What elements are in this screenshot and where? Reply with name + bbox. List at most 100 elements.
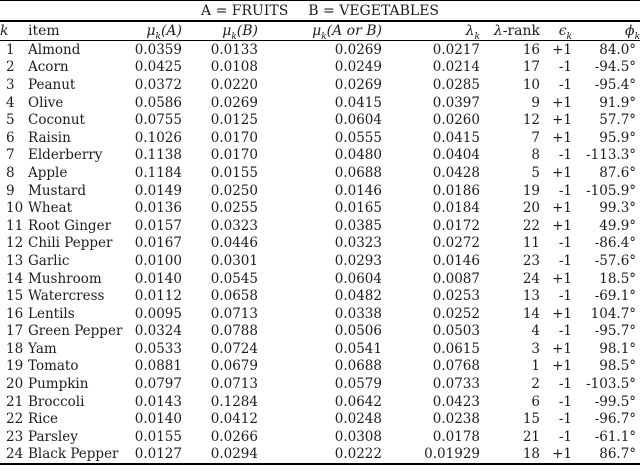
cell-mu-a-or-b: 0.0293 [334, 252, 382, 269]
table-title-row: A = FRUITS B = VEGETABLES [0, 0, 640, 22]
table-row: 22 Rice 0.0140 0.0412 0.0248 0.0238 15 -1 -96.7° [0, 410, 640, 428]
column-header-epsilon: ϵk [540, 21, 572, 41]
table-row: 10 Wheat 0.0136 0.0255 0.0165 0.0184 20 +1 99.3° [0, 199, 640, 217]
cell-phi: 91.9° [599, 94, 637, 111]
cell-lambda: 0.0423 [432, 393, 480, 410]
cell-lambda: 0.0404 [432, 147, 480, 164]
cell-mu-b: 0.0545 [210, 270, 258, 287]
cell-k: 24 [6, 446, 24, 463]
table-title: A = FRUITS B = VEGETABLES [0, 0, 640, 22]
cell-item: Wheat [28, 200, 73, 217]
cell-k: 6 [6, 129, 15, 146]
cell-epsilon: +1 [552, 305, 572, 322]
cell-mu-a-or-b: 0.0165 [334, 200, 382, 217]
cell-mu-b: 0.0108 [210, 59, 258, 76]
cell-lambda: 0.0260 [432, 112, 480, 129]
table-row: 13 Garlic 0.0100 0.0301 0.0293 0.0146 23 -1 -57.… [0, 252, 640, 270]
cell-phi: 99.3° [599, 200, 637, 217]
cell-lambda-rank: 16 [522, 41, 540, 58]
cell-epsilon: -1 [558, 376, 572, 393]
cell-lambda-rank: 2 [531, 376, 540, 393]
cell-item: Raisin [28, 129, 71, 146]
cell-phi: 87.6° [599, 164, 637, 181]
cell-mu-b: 0.0266 [210, 428, 258, 445]
cell-k: 21 [6, 393, 24, 410]
table-body: 1 Almond 0.0359 0.0133 0.0269 0.0217 16 +1 84.0°… [0, 41, 640, 465]
cell-item: Acorn [28, 59, 69, 76]
cell-mu-a-or-b: 0.0604 [334, 112, 382, 129]
table-row: 21 Broccoli 0.0143 0.1284 0.0642 0.0423 6 -1 -99… [0, 393, 640, 411]
cell-mu-a: 0.0112 [134, 288, 182, 305]
cell-k: 16 [6, 305, 24, 322]
cell-mu-a-or-b: 0.0541 [334, 340, 382, 357]
table-row: 17 Green Pepper 0.0324 0.0788 0.0506 0.0503 4 -… [0, 323, 640, 341]
cell-k: 7 [6, 147, 15, 164]
cell-k: 22 [6, 411, 24, 428]
cell-epsilon: +1 [552, 358, 572, 375]
cell-item: Watercress [28, 288, 105, 305]
cell-item: Lentils [28, 305, 75, 322]
cell-mu-a: 0.0755 [134, 112, 182, 129]
cell-lambda: 0.0214 [432, 59, 480, 76]
cell-item: Tomato [28, 358, 79, 375]
cell-mu-a-or-b: 0.0338 [334, 305, 382, 322]
cell-lambda-rank: 21 [522, 428, 540, 445]
cell-item: Chili Pepper [28, 235, 113, 252]
cell-mu-b: 0.0255 [210, 200, 258, 217]
cell-epsilon: -1 [558, 252, 572, 269]
table-row: 1 Almond 0.0359 0.0133 0.0269 0.0217 16 +1 84.0° [0, 41, 640, 59]
cell-k: 23 [6, 428, 24, 445]
cell-lambda-rank: 23 [522, 252, 540, 269]
cell-mu-a: 0.0100 [134, 252, 182, 269]
cell-mu-a-or-b: 0.0249 [334, 59, 382, 76]
cell-mu-b: 0.1284 [210, 393, 258, 410]
cell-lambda: 0.0397 [432, 94, 480, 111]
cell-phi: -99.5° [594, 393, 637, 410]
cell-phi: 49.9° [599, 217, 637, 234]
cell-lambda: 0.0615 [432, 340, 480, 357]
cell-phi: 98.1° [599, 340, 637, 357]
column-header-k: k [0, 21, 28, 41]
cell-k: 14 [6, 270, 24, 287]
cell-mu-a: 0.0136 [134, 200, 182, 217]
cell-mu-a-or-b: 0.0146 [334, 182, 382, 199]
cell-phi: 95.9° [599, 129, 637, 146]
table-row: 4 Olive 0.0586 0.0269 0.0415 0.0397 9 +1 91.9° [0, 94, 640, 112]
cell-item: Pumpkin [28, 376, 89, 393]
cell-lambda-rank: 4 [531, 323, 540, 340]
table-row: 14 Mushroom 0.0140 0.0545 0.0604 0.0087 24 +1 18… [0, 270, 640, 288]
cell-mu-b: 0.0125 [210, 112, 258, 129]
column-header-phi: ϕk [572, 21, 640, 41]
group-a-label: A = FRUITS [201, 2, 289, 19]
cell-mu-a: 0.0797 [134, 376, 182, 393]
cell-lambda-rank: 7 [531, 129, 540, 146]
cell-epsilon: -1 [558, 393, 572, 410]
cell-epsilon: +1 [552, 446, 572, 463]
cell-phi: 57.7° [599, 112, 637, 129]
cell-epsilon: +1 [552, 94, 572, 111]
cell-lambda: 0.0178 [432, 428, 480, 445]
cell-lambda: 0.0238 [432, 411, 480, 428]
cell-mu-a: 0.0425 [134, 59, 182, 76]
table-row: 15 Watercress 0.0112 0.0658 0.0482 0.0253 13 -1… [0, 287, 640, 305]
cell-mu-a: 0.1184 [134, 164, 182, 181]
cell-lambda: 0.0415 [432, 129, 480, 146]
cell-mu-b: 0.0323 [210, 217, 258, 234]
table-row: 16 Lentils 0.0095 0.0713 0.0338 0.0252 14 +1 104… [0, 305, 640, 323]
cell-lambda-rank: 3 [531, 340, 540, 357]
cell-k: 3 [6, 76, 15, 93]
cell-epsilon: +1 [552, 112, 572, 129]
table-row: 9 Mustard 0.0149 0.0250 0.0146 0.0186 19 -1 -105… [0, 182, 640, 200]
cell-mu-a-or-b: 0.0604 [334, 270, 382, 287]
cell-mu-a-or-b: 0.0642 [334, 393, 382, 410]
cell-mu-a-or-b: 0.0222 [334, 446, 382, 463]
column-header-item: item [28, 21, 128, 41]
cell-mu-b: 0.0294 [210, 446, 258, 463]
cell-item: Broccoli [28, 393, 85, 410]
cell-k: 17 [6, 323, 24, 340]
cell-lambda-rank: 14 [522, 305, 540, 322]
cell-mu-a: 0.0881 [134, 358, 182, 375]
cell-mu-b: 0.0679 [210, 358, 258, 375]
cell-item: Green Pepper [28, 323, 123, 340]
cell-mu-b: 0.0220 [210, 76, 258, 93]
